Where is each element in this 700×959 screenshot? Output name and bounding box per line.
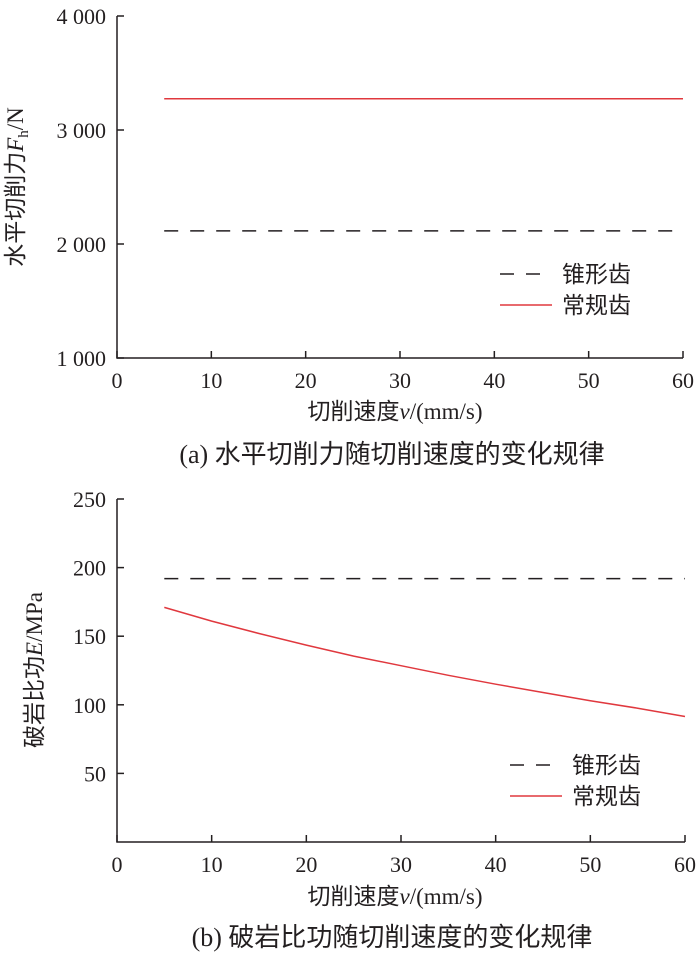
panel-b-ytick-label: 200 [73, 556, 106, 581]
panel-b-legend-item-dashed: 锥形齿 [510, 753, 641, 778]
panel-a-xtick-label: 60 [672, 368, 694, 393]
panel-a-caption: (a) 水平切削力随切削速度的变化规律 [179, 440, 604, 469]
panel-a-xlabel: 切削速度v/(mm/s) [307, 399, 482, 424]
panel-b-legend-label-dashed: 锥形齿 [572, 753, 641, 778]
panel-b-xtick-label: 20 [295, 852, 317, 877]
panel-a-ticks: 0 10 20 30 40 50 60 1 000 2 000 3 000 4 000 [57, 4, 695, 393]
panel-b-xtick-label: 60 [674, 852, 696, 877]
panel-b-ticks: 0 10 20 30 40 50 60 50 100 150 200 250 [73, 487, 696, 877]
panel-a-legend-label-solid: 常规齿 [562, 293, 631, 318]
panel-b: 0 10 20 30 40 50 60 50 100 150 200 250 破岩比功E/MPa 切削… [22, 487, 696, 952]
panel-b-caption: (b) 破岩比功随切削速度的变化规律 [192, 923, 593, 952]
panel-a-xtick-label: 30 [389, 368, 411, 393]
panel-b-legend-item-solid: 常规齿 [510, 784, 641, 809]
panel-b-ylabel: 破岩比功E/MPa [22, 592, 47, 748]
panel-a-marks [164, 97, 683, 232]
panel-b-xtick-label: 40 [485, 852, 507, 877]
panel-b-xtick-label: 50 [579, 852, 601, 877]
panel-a-xtick-label: 10 [200, 368, 222, 393]
panel-b-ytick-label: 250 [73, 487, 106, 512]
panel-b-legend: 锥形齿 常规齿 [510, 753, 641, 809]
panel-b-legend-label-solid: 常规齿 [572, 784, 641, 809]
panel-a-legend-label-dashed: 锥形齿 [562, 262, 631, 287]
panel-a-xtick-label: 40 [483, 368, 505, 393]
panel-a-legend-item-solid: 常规齿 [500, 293, 631, 318]
panel-a-ytick-label: 4 000 [57, 4, 107, 29]
panel-b-ytick-label: 50 [84, 761, 106, 786]
panel-b-xtick-label: 10 [201, 852, 223, 877]
panel-b-ytick-label: 150 [73, 624, 106, 649]
panel-a-xtick-label: 20 [295, 368, 317, 393]
panel-a-xtick-label: 0 [112, 368, 123, 393]
panel-b-xlabel: 切削速度v/(mm/s) [307, 884, 482, 909]
panel-b-marks [164, 577, 686, 718]
panel-a-xtick-label: 50 [578, 368, 600, 393]
panel-b-ytick-label: 100 [73, 693, 106, 718]
panel-a-legend: 锥形齿 常规齿 [500, 262, 631, 318]
panel-b-series-line-solid [164, 606, 686, 718]
panel-a-ytick-label: 2 000 [57, 232, 107, 257]
panel-b-xtick-label: 0 [112, 852, 123, 877]
panel-a-ytick-label: 3 000 [57, 118, 107, 143]
panel-a-legend-item-dashed: 锥形齿 [500, 262, 631, 287]
panel-a-ytick-label: 1 000 [57, 346, 107, 371]
panel-a-ylabel: 水平切削力Fh/N [3, 107, 32, 267]
panel-b-xtick-label: 30 [390, 852, 412, 877]
panel-a: 0 10 20 30 40 50 60 1 000 2 000 3 000 4 000 水平切削力F… [3, 4, 694, 469]
